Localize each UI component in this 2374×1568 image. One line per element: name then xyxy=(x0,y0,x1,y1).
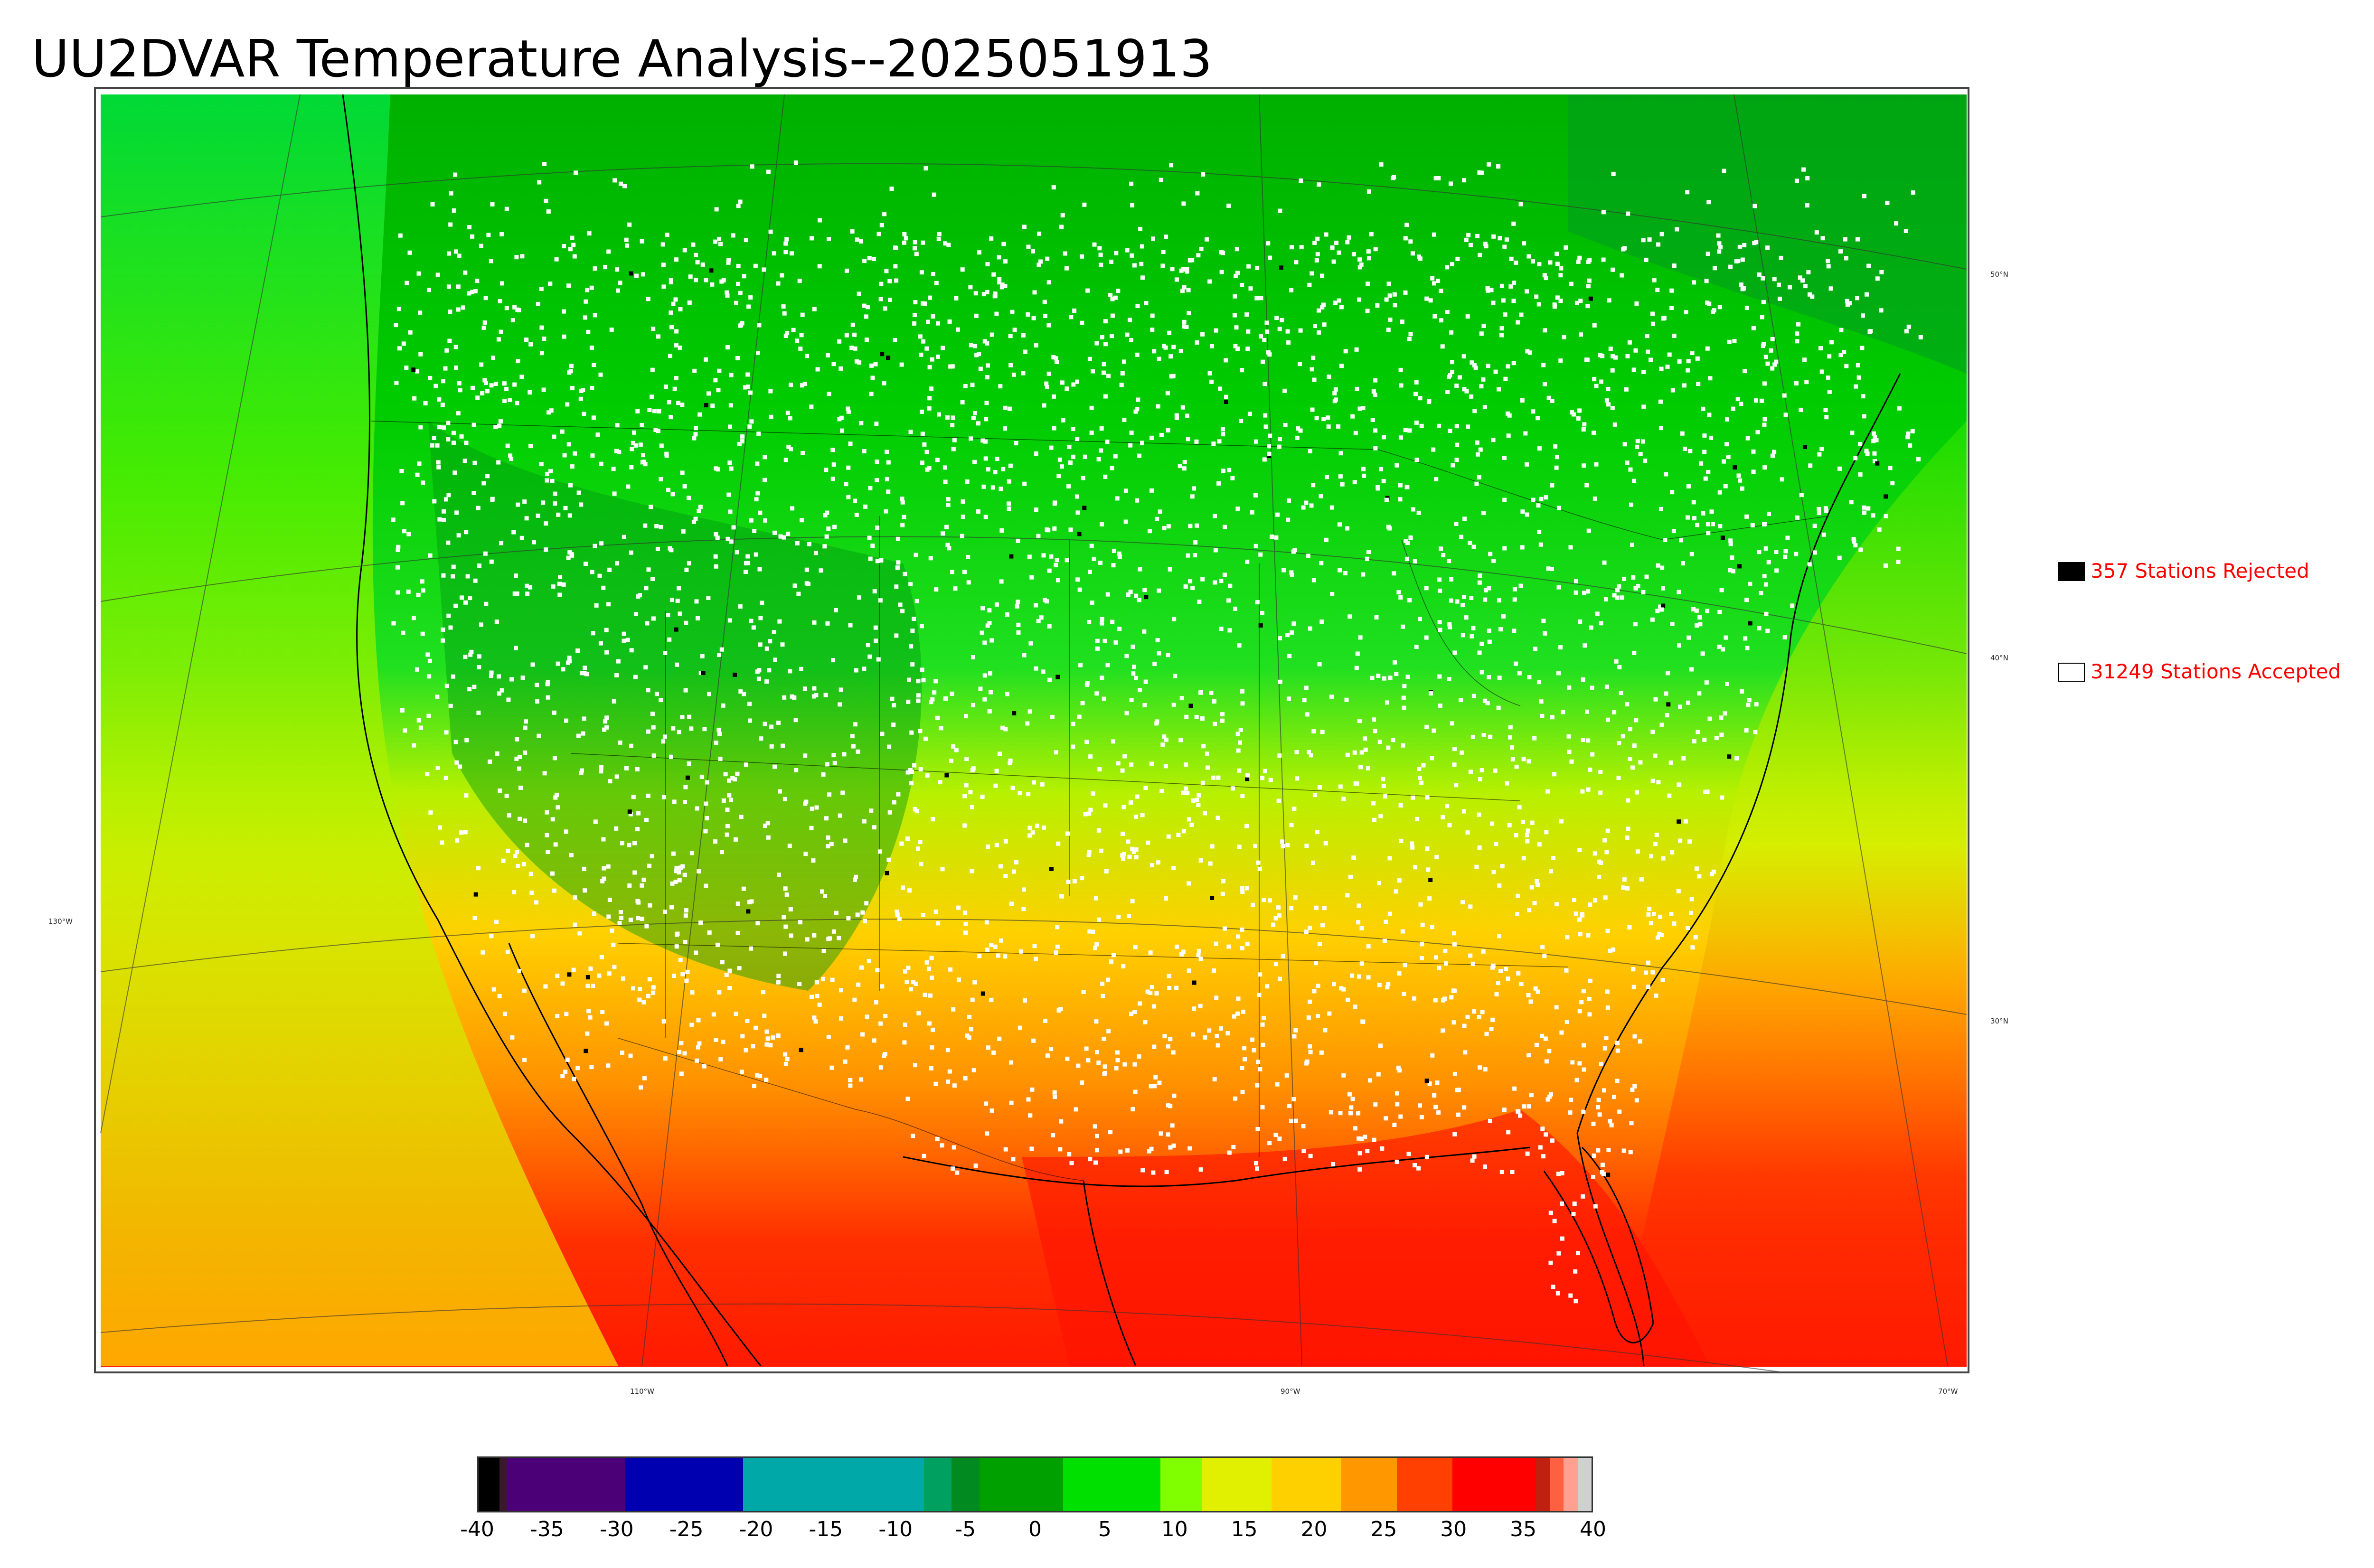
map-canvas xyxy=(100,94,1967,1371)
colorbar-tick-label: 40 xyxy=(1580,1517,1606,1541)
colorbar-tick-label: 35 xyxy=(1510,1517,1537,1541)
colorbar-tick-label: -10 xyxy=(878,1517,913,1541)
colorbar-segment xyxy=(1160,1458,1202,1511)
pacific-coastline xyxy=(342,94,762,1366)
colorbar-segment xyxy=(1564,1458,1578,1511)
colorbar-segment xyxy=(1396,1458,1452,1511)
station-markers xyxy=(391,160,1923,1304)
lon-label-70w: 70°W xyxy=(1938,1387,1958,1396)
colorbar-segment xyxy=(1452,1458,1536,1511)
colorbar-tick-label: -5 xyxy=(955,1517,976,1541)
colorbar-segment xyxy=(479,1458,499,1511)
rejected-label: 357 Stations Rejected xyxy=(2091,559,2309,582)
lat-label-30n: 30°N xyxy=(1990,1017,2008,1025)
colorbar-tick-label: 20 xyxy=(1300,1517,1328,1541)
accepted-label: 31249 Stations Accepted xyxy=(2091,660,2341,683)
colorbar-tick-label: 15 xyxy=(1231,1517,1258,1541)
colorbar-segment xyxy=(1272,1458,1341,1511)
colorbar-segment xyxy=(951,1458,980,1511)
colorbar-tick-label: -30 xyxy=(599,1517,634,1541)
rockies-cold-field xyxy=(428,421,922,991)
colorbar-segment xyxy=(1063,1458,1160,1511)
colorbar-segment xyxy=(1550,1458,1564,1511)
colorbar-tick-label: 25 xyxy=(1370,1517,1397,1541)
political-boundaries xyxy=(371,421,1829,1181)
florida-coastline xyxy=(1543,1146,1654,1343)
colorbar-segment xyxy=(1536,1458,1550,1511)
temperature-colorbar xyxy=(477,1456,1593,1512)
colorbar-segment xyxy=(1577,1458,1592,1511)
colorbar-segment xyxy=(1341,1458,1397,1511)
colorbar-segment xyxy=(1202,1458,1272,1511)
gulf-coastline xyxy=(903,1146,1530,1187)
lon-label-90w: 90°W xyxy=(1281,1387,1300,1396)
colorbar-segment xyxy=(979,1458,1063,1511)
colorbar-tick-label: 5 xyxy=(1098,1517,1112,1541)
colorbar-tick-label: 10 xyxy=(1161,1517,1188,1541)
colorbar-segment xyxy=(499,1458,507,1511)
baja-coastline xyxy=(508,943,728,1366)
colorbar-segment xyxy=(506,1458,625,1511)
temperature-map: 50°N 40°N 30°N 130°W 110°W 90°W 70°W xyxy=(48,87,2008,1396)
lon-label-130w: 130°W xyxy=(48,917,73,926)
pacific-ocean-field xyxy=(101,94,618,1366)
colorbar-tick-label: 30 xyxy=(1440,1517,1467,1541)
colorbar-tick-label: -20 xyxy=(739,1517,773,1541)
colorbar-tick-label: -15 xyxy=(809,1517,843,1541)
colorbar-segment xyxy=(923,1458,952,1511)
colorbar-tick-label: 0 xyxy=(1028,1517,1042,1541)
colorbar-segment xyxy=(624,1458,743,1511)
lat-label-40n: 40°N xyxy=(1990,654,2008,662)
coastlines xyxy=(342,94,1901,1366)
colorbar-tick-label: -25 xyxy=(669,1517,704,1541)
atlantic-coastline xyxy=(1576,373,1901,1366)
gulf-hot-field xyxy=(1022,1109,1710,1366)
colorbar-segment xyxy=(743,1458,924,1511)
colorbar-tick-label: -35 xyxy=(529,1517,564,1541)
atlantic-ocean-field xyxy=(1615,421,1967,1366)
graticule xyxy=(100,94,1967,1371)
colorbar-tick-label: -40 xyxy=(460,1517,494,1541)
lon-label-110w: 110°W xyxy=(630,1387,654,1396)
mexico-gulf-coastline xyxy=(1083,1180,1137,1366)
chart-title: UU2DVAR Temperature Analysis--2025051913 xyxy=(31,29,1213,89)
accepted-swatch xyxy=(2058,663,2085,682)
rejected-swatch xyxy=(2058,562,2085,581)
lat-label-50n: 50°N xyxy=(1990,270,2008,279)
